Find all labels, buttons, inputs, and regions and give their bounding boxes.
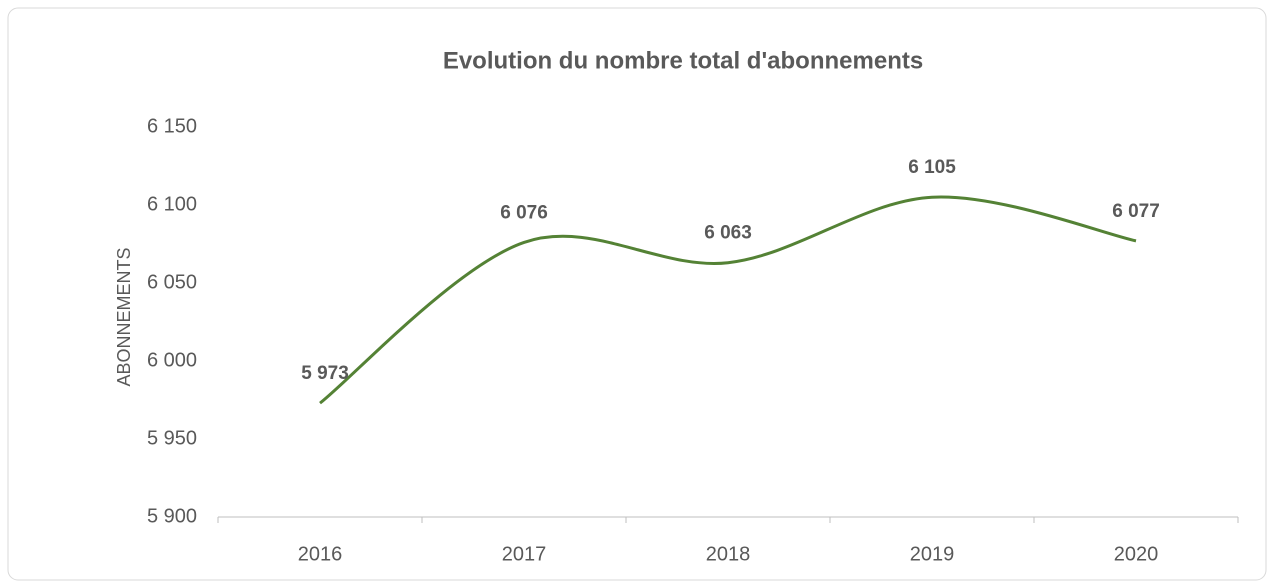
y-tick-label: 6 050	[147, 271, 197, 293]
y-tick-label: 5 950	[147, 427, 197, 449]
data-label: 6 076	[500, 202, 548, 223]
y-tick-label: 6 000	[147, 349, 197, 371]
y-tick-label: 6 150	[147, 115, 197, 137]
line	[319, 195, 1137, 405]
chart-title: Evolution du nombre total d'abonnements	[443, 47, 923, 74]
data-label: 5 973	[301, 363, 349, 384]
y-tick-label: 6 100	[147, 193, 197, 215]
x-tick-label: 2018	[706, 543, 751, 565]
data-label: 6 063	[704, 223, 752, 244]
data-label: 6 105	[908, 157, 956, 178]
x-tick-label: 2020	[1114, 543, 1159, 565]
x-tick-label: 2019	[910, 543, 955, 565]
y-tick-label: 5 900	[147, 505, 197, 527]
data-label: 6 077	[1112, 201, 1160, 222]
x-tick-label: 2017	[502, 543, 547, 565]
y-axis-label: ABONNEMENTS	[114, 247, 134, 386]
chart-frame	[7, 7, 1267, 581]
x-tick-label: 2016	[298, 543, 343, 565]
